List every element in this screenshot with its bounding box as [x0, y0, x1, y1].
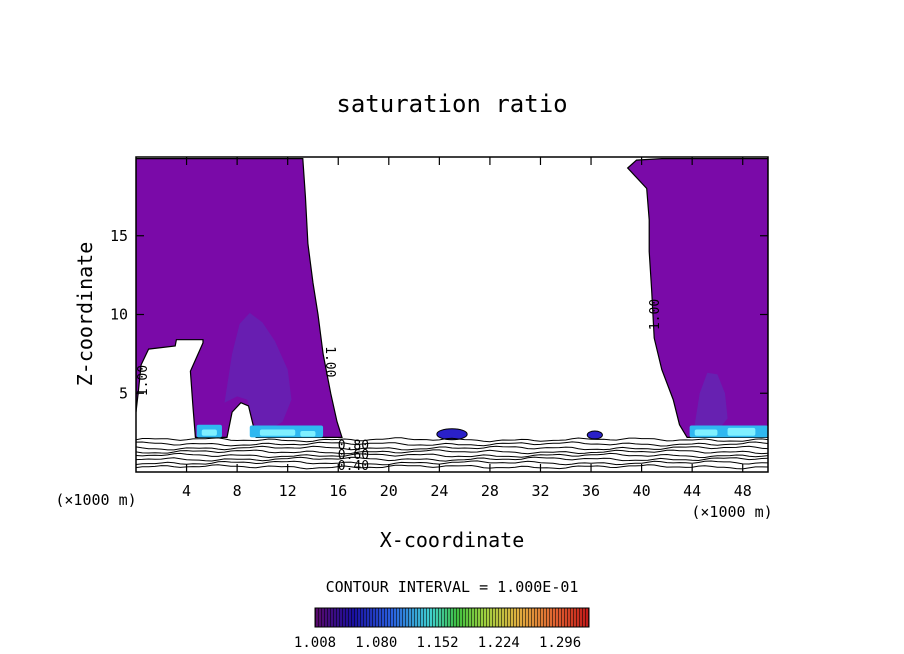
- x-tick-label: 16: [329, 482, 347, 500]
- contour-line: [136, 449, 768, 455]
- x-tick-label: 40: [633, 482, 651, 500]
- contour-line: [136, 445, 768, 451]
- x-tick-label: 44: [683, 482, 701, 500]
- ice-enhanced-patch: [694, 429, 718, 436]
- y-tick-label: 5: [119, 384, 128, 402]
- ice-enhanced-patch: [201, 429, 217, 436]
- x-tick-label: 8: [233, 482, 242, 500]
- colorbar-tick-label: 1.224: [478, 635, 520, 651]
- colorbar: 1.008 1.080 1.152 1.224 1.296: [294, 607, 590, 651]
- x-unit-label: (×1000 m): [691, 503, 772, 521]
- contour-label: 1.00: [136, 365, 151, 396]
- contour-line: [136, 456, 768, 462]
- x-tick-label: 24: [430, 482, 448, 500]
- x-tick-label: 28: [481, 482, 499, 500]
- contour-interval-text: CONTOUR INTERVAL = 1.000E-01: [326, 578, 579, 596]
- contour-label: 0.40: [338, 459, 369, 474]
- y-tick-label: 15: [110, 227, 128, 245]
- ice-enhanced-patch: [727, 427, 756, 436]
- colorbar-tick-label: 1.080: [355, 635, 397, 651]
- x-tick-label: 36: [582, 482, 600, 500]
- chart-title: saturation ratio: [336, 90, 567, 118]
- contour-line: [136, 441, 768, 447]
- contour-label: 0.80: [338, 439, 369, 454]
- contour-line: [136, 460, 768, 466]
- plot-area: [136, 157, 768, 472]
- y-tick-label: 10: [110, 306, 128, 324]
- enhanced-region-right: [694, 372, 728, 433]
- x-tick-label: 20: [380, 482, 398, 500]
- supersaturated-region-right: [626, 158, 768, 438]
- contour-line: [136, 437, 768, 443]
- colorbar-tick-label: 1.008: [294, 635, 336, 651]
- y-axis-label: Z-coordinate: [73, 242, 97, 387]
- ice-enhanced-patch: [300, 431, 316, 437]
- contour-label: 1.00: [648, 299, 663, 330]
- enhanced-region-left: [224, 312, 292, 432]
- contour-line: [136, 464, 768, 470]
- colorbar-tick-label: 1.296: [539, 635, 581, 651]
- contour-label: 0.60: [338, 448, 369, 463]
- y-unit-label: (×1000 m): [55, 491, 136, 509]
- x-axis-label: X-coordinate: [380, 528, 525, 552]
- x-tick-label: 32: [531, 482, 549, 500]
- supersaturated-region-left: [136, 158, 343, 438]
- contour-label: 1.00: [322, 346, 337, 377]
- ice-enhanced-patch: [259, 429, 296, 436]
- supersaturated-bubble: [436, 428, 468, 441]
- supersaturated-bubble: [586, 430, 603, 440]
- contour-line: [136, 452, 768, 459]
- x-tick-label: 4: [182, 482, 191, 500]
- x-tick-label: 12: [279, 482, 297, 500]
- x-tick-label: 48: [734, 482, 752, 500]
- colorbar-tick-label: 1.152: [416, 635, 458, 651]
